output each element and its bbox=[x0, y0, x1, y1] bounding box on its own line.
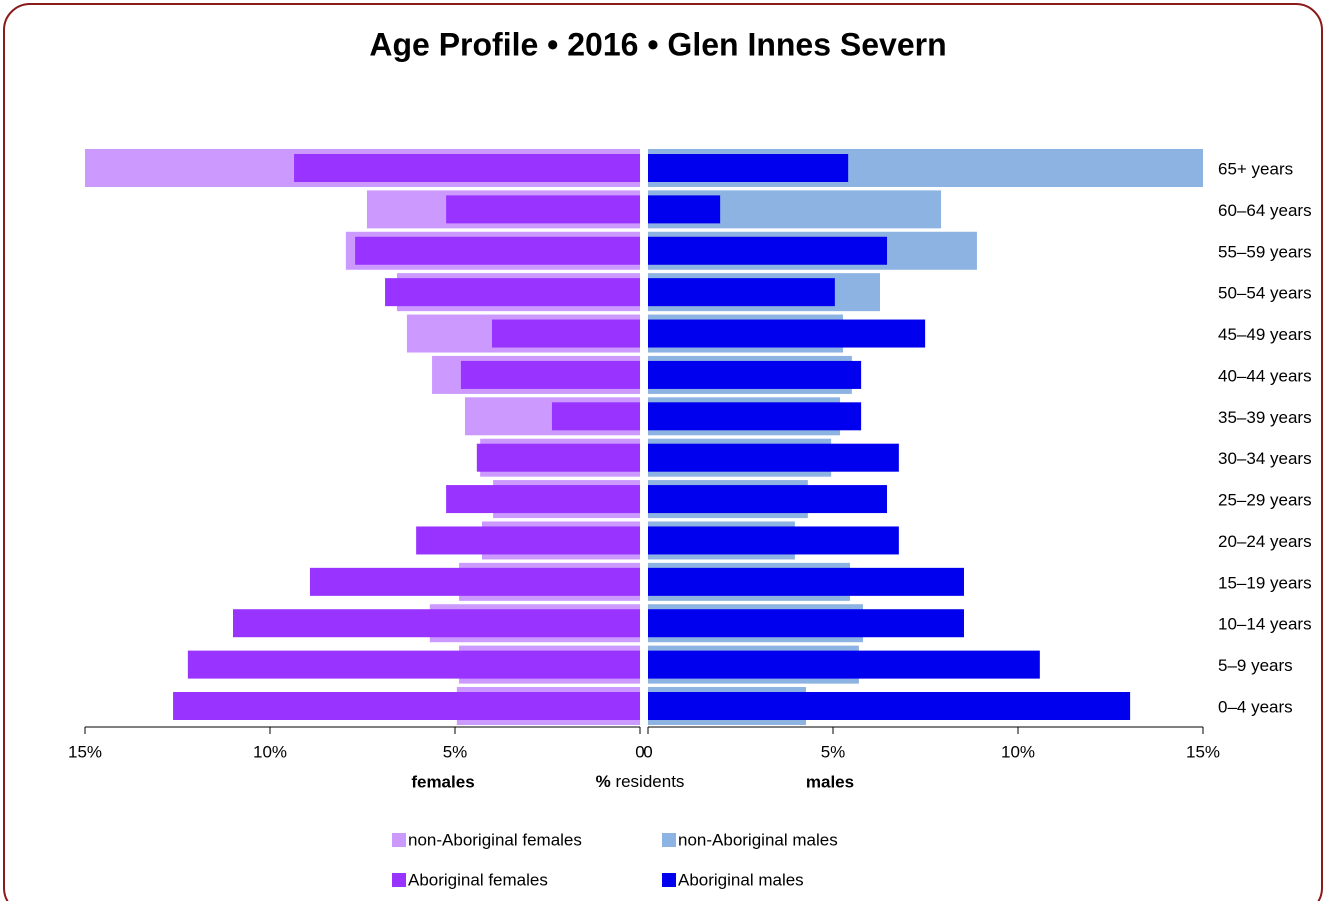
category-label: 10–14 years bbox=[1218, 615, 1312, 634]
x-tick-label: 10% bbox=[1001, 742, 1035, 761]
bar bbox=[648, 402, 862, 431]
x-tick-label: 0 bbox=[635, 742, 644, 761]
category-label: 45–49 years bbox=[1218, 325, 1312, 344]
bar bbox=[446, 195, 640, 224]
bar bbox=[648, 692, 1131, 720]
category-label: 30–34 years bbox=[1218, 449, 1312, 468]
x-tick-label: 15% bbox=[1186, 742, 1220, 761]
bar bbox=[492, 319, 640, 348]
bar bbox=[648, 195, 721, 224]
bar bbox=[551, 402, 640, 431]
bar bbox=[648, 278, 835, 307]
bar bbox=[648, 526, 899, 555]
x-tick-label: 15% bbox=[68, 742, 102, 761]
category-label: 0–4 years bbox=[1218, 697, 1293, 716]
x-axis-label: % residents bbox=[596, 772, 685, 791]
category-label: 15–19 years bbox=[1218, 573, 1312, 592]
bar bbox=[416, 526, 640, 555]
bar bbox=[648, 154, 849, 182]
category-label: 65+ years bbox=[1218, 159, 1293, 178]
bar bbox=[648, 609, 964, 638]
category-label: 60–64 years bbox=[1218, 201, 1312, 220]
bar bbox=[385, 278, 640, 307]
category-label: 20–24 years bbox=[1218, 532, 1312, 551]
legend-swatch bbox=[392, 833, 406, 847]
bar bbox=[355, 236, 640, 265]
category-label: 25–29 years bbox=[1218, 491, 1312, 510]
legend-swatch bbox=[662, 873, 676, 887]
bar bbox=[648, 236, 888, 265]
category-label: 40–44 years bbox=[1218, 366, 1312, 385]
legend-label: Aboriginal females bbox=[408, 870, 548, 889]
legend-swatch bbox=[662, 833, 676, 847]
axis-side-label: males bbox=[806, 772, 854, 791]
bar bbox=[648, 360, 862, 389]
legend-swatch bbox=[392, 873, 406, 887]
bar bbox=[648, 650, 1040, 679]
axis-side-label: females bbox=[411, 772, 474, 791]
chart-title: Age Profile • 2016 • Glen Innes Severn bbox=[369, 26, 946, 62]
x-axis-symbol: % bbox=[596, 772, 611, 791]
bar bbox=[476, 443, 640, 472]
bar bbox=[648, 319, 926, 348]
bar bbox=[648, 485, 888, 514]
legend-label: non-Aboriginal females bbox=[408, 830, 582, 849]
x-tick-label: 10% bbox=[253, 742, 287, 761]
bar bbox=[648, 443, 899, 472]
x-axis-text: residents bbox=[615, 772, 684, 791]
category-label: 55–59 years bbox=[1218, 242, 1312, 261]
bar bbox=[294, 154, 640, 182]
category-label: 35–39 years bbox=[1218, 408, 1312, 427]
bar bbox=[446, 485, 640, 514]
bar bbox=[648, 567, 964, 596]
category-label: 5–9 years bbox=[1218, 656, 1293, 675]
legend-label: non-Aboriginal males bbox=[678, 830, 838, 849]
bar bbox=[309, 567, 640, 596]
legend-label: Aboriginal males bbox=[678, 870, 804, 889]
category-label: 50–54 years bbox=[1218, 284, 1312, 303]
x-tick-label: 5% bbox=[821, 742, 846, 761]
x-tick-label: 5% bbox=[443, 742, 468, 761]
bar bbox=[173, 692, 640, 720]
x-tick-label: 0 bbox=[643, 742, 652, 761]
bar bbox=[187, 650, 641, 679]
bar bbox=[460, 360, 640, 389]
bar bbox=[233, 609, 640, 638]
